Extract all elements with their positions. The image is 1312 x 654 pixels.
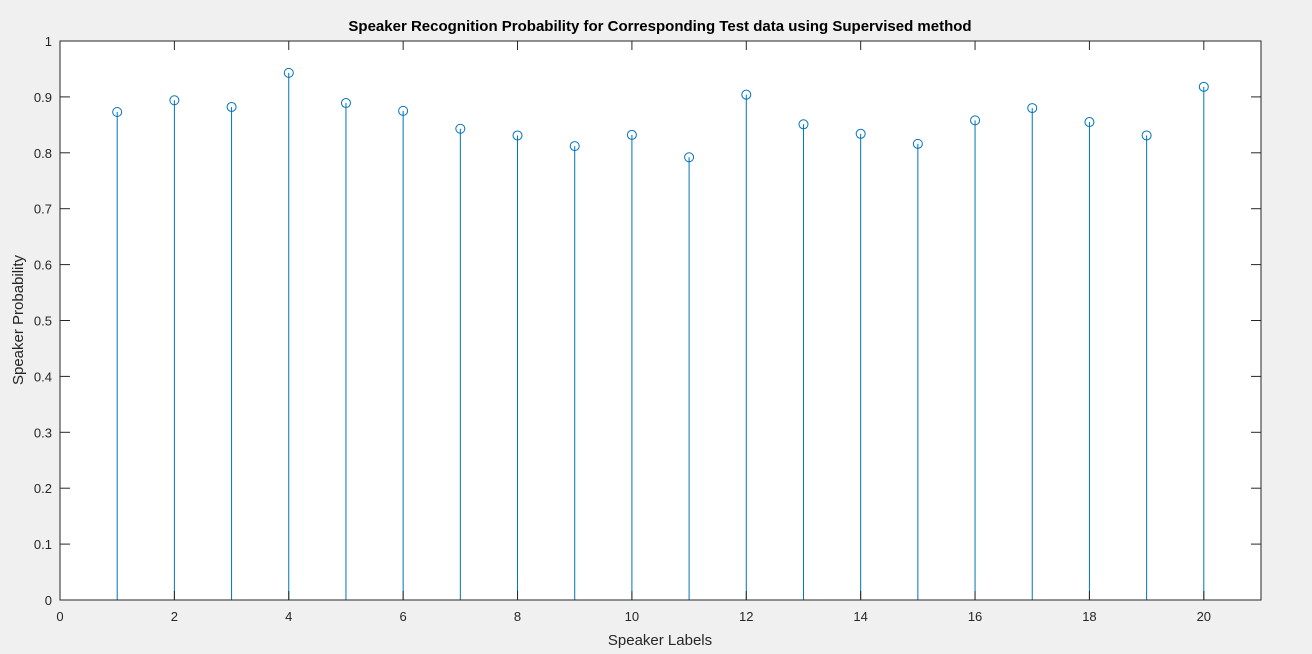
markers-layer <box>112 67 1209 163</box>
y-tick-label: 0.7 <box>34 202 52 217</box>
y-axis-label: Speaker Probability <box>10 254 27 385</box>
stem-marker <box>112 106 123 117</box>
x-tick-label: 10 <box>625 609 639 624</box>
x-tick-label: 4 <box>285 609 292 624</box>
stem-marker <box>912 138 923 149</box>
stem-marker <box>626 129 637 140</box>
stem-marker <box>855 128 866 139</box>
y-tick-label: 0.3 <box>34 425 52 440</box>
x-tick-label: 6 <box>400 609 407 624</box>
stem-marker <box>455 123 466 134</box>
x-tick-label: 2 <box>171 609 178 624</box>
x-tick-label: 16 <box>968 609 982 624</box>
x-tick-label: 12 <box>739 609 753 624</box>
stem-marker <box>169 95 180 106</box>
tick-labels-layer: 0 2 4 6 8 10 12 14 16 18 20 0 0.1 0.2 0.3 0.4 0.5 0.6 0.7 0… <box>34 34 1211 624</box>
x-tick-label: 18 <box>1082 609 1096 624</box>
y-tick-label: 0.1 <box>34 537 52 552</box>
stem-marker <box>569 141 580 152</box>
x-axis-label: Speaker Labels <box>608 632 712 649</box>
stem-marker <box>1084 117 1095 128</box>
stems-layer <box>116 72 1205 600</box>
y-tick-label: 1 <box>45 34 52 49</box>
x-tick-label: 14 <box>853 609 867 624</box>
y-tick-label: 0 <box>45 593 52 608</box>
y-tick-label: 0.4 <box>34 369 52 384</box>
x-tick-label: 0 <box>56 609 63 624</box>
stem-marker <box>1141 130 1152 141</box>
stem-marker <box>1198 81 1209 92</box>
x-tick-label: 8 <box>514 609 521 624</box>
y-tick-label: 0.2 <box>34 481 52 496</box>
stem-marker <box>684 152 695 163</box>
stem-marker <box>398 105 409 116</box>
y-tick-label: 0.8 <box>34 146 52 161</box>
chart-title: Speaker Recognition Probability for Corr… <box>348 18 971 35</box>
y-tick-label: 0.9 <box>34 90 52 105</box>
x-tick-label: 20 <box>1197 609 1211 624</box>
stem-marker <box>340 98 351 109</box>
plot-area <box>60 41 1261 600</box>
stem-marker <box>741 89 752 100</box>
stem-marker <box>283 67 294 78</box>
stem-marker <box>226 101 237 112</box>
ticks-layer <box>59 40 1261 601</box>
y-tick-label: 0.6 <box>34 258 52 273</box>
stem-marker <box>970 115 981 126</box>
stem-marker <box>1027 103 1038 114</box>
stem-marker <box>512 130 523 141</box>
y-tick-label: 0.5 <box>34 314 52 329</box>
stem-marker <box>798 119 809 130</box>
